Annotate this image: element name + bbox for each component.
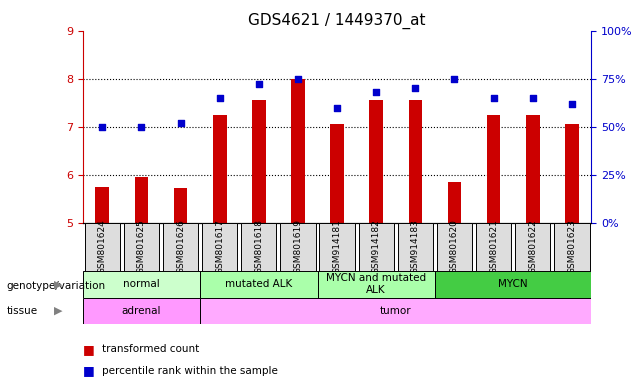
FancyBboxPatch shape: [200, 271, 317, 298]
Bar: [252, 100, 266, 223]
Text: GSM801618: GSM801618: [254, 219, 263, 274]
Point: [97, 124, 107, 130]
Text: genotype/variation: genotype/variation: [6, 281, 106, 291]
Point: [214, 95, 225, 101]
FancyBboxPatch shape: [515, 223, 550, 271]
Point: [567, 101, 577, 107]
Title: GDS4621 / 1449370_at: GDS4621 / 1449370_at: [248, 13, 426, 29]
FancyBboxPatch shape: [83, 298, 200, 324]
Text: ■: ■: [83, 343, 94, 356]
Point: [136, 124, 146, 130]
FancyBboxPatch shape: [398, 223, 433, 271]
Bar: [448, 182, 461, 223]
Bar: [565, 124, 579, 223]
FancyBboxPatch shape: [555, 223, 590, 271]
Bar: [213, 115, 226, 223]
FancyBboxPatch shape: [476, 223, 511, 271]
Point: [488, 95, 499, 101]
FancyBboxPatch shape: [435, 271, 591, 298]
Point: [450, 76, 460, 82]
Text: GSM914183: GSM914183: [411, 219, 420, 274]
Bar: [526, 115, 539, 223]
FancyBboxPatch shape: [200, 298, 591, 324]
FancyBboxPatch shape: [85, 223, 120, 271]
Point: [332, 104, 342, 111]
Point: [410, 85, 420, 91]
Point: [176, 120, 186, 126]
FancyBboxPatch shape: [163, 223, 198, 271]
Point: [254, 81, 264, 88]
Text: GSM801623: GSM801623: [567, 219, 576, 274]
Text: MYCN and mutated
ALK: MYCN and mutated ALK: [326, 273, 426, 295]
Text: normal: normal: [123, 279, 160, 289]
Text: tissue: tissue: [6, 306, 38, 316]
Point: [371, 89, 382, 95]
Bar: [408, 100, 422, 223]
FancyBboxPatch shape: [437, 223, 472, 271]
Text: adrenal: adrenal: [121, 306, 161, 316]
Bar: [135, 177, 148, 223]
Text: percentile rank within the sample: percentile rank within the sample: [102, 366, 278, 376]
FancyBboxPatch shape: [124, 223, 159, 271]
Text: GSM801617: GSM801617: [215, 219, 224, 274]
Text: GSM914181: GSM914181: [333, 219, 342, 274]
FancyBboxPatch shape: [280, 223, 315, 271]
FancyBboxPatch shape: [241, 223, 277, 271]
Point: [528, 95, 538, 101]
Text: transformed count: transformed count: [102, 344, 199, 354]
FancyBboxPatch shape: [319, 223, 355, 271]
Bar: [370, 100, 383, 223]
Bar: [291, 79, 305, 223]
Text: GSM801620: GSM801620: [450, 219, 459, 274]
Point: [293, 76, 303, 82]
Text: GSM801624: GSM801624: [98, 219, 107, 274]
Text: ▶: ▶: [54, 280, 62, 290]
FancyBboxPatch shape: [202, 223, 237, 271]
FancyBboxPatch shape: [359, 223, 394, 271]
Text: tumor: tumor: [380, 306, 411, 316]
Text: ■: ■: [83, 364, 94, 377]
Text: GSM801619: GSM801619: [293, 219, 303, 274]
Text: MYCN: MYCN: [499, 279, 528, 289]
Text: GSM801621: GSM801621: [489, 219, 498, 274]
Text: GSM801626: GSM801626: [176, 219, 185, 274]
Text: GSM914182: GSM914182: [371, 219, 381, 274]
Text: GSM801625: GSM801625: [137, 219, 146, 274]
Bar: [487, 115, 501, 223]
Text: ▶: ▶: [54, 305, 62, 315]
FancyBboxPatch shape: [83, 271, 200, 298]
Text: mutated ALK: mutated ALK: [225, 279, 293, 289]
Bar: [95, 187, 109, 223]
FancyBboxPatch shape: [317, 271, 435, 298]
Text: GSM801622: GSM801622: [529, 219, 537, 274]
Bar: [330, 124, 344, 223]
Bar: [174, 188, 188, 223]
